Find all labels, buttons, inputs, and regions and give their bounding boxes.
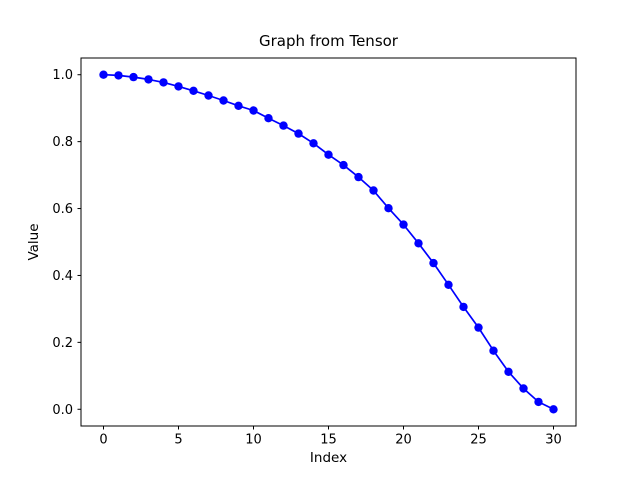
x-tick-label: 15 — [320, 433, 337, 448]
y-axis-label: Value — [26, 223, 42, 260]
data-point-marker — [399, 220, 408, 229]
y-tick-label: 0.6 — [52, 202, 73, 217]
y-axis-ticks — [77, 74, 81, 410]
data-point-marker — [264, 114, 273, 123]
chart-title: Graph from Tensor — [259, 32, 399, 50]
data-point-marker — [459, 302, 468, 312]
data-point-marker — [144, 75, 153, 84]
data-point-marker — [114, 71, 123, 80]
x-tick-label: 10 — [245, 433, 262, 448]
data-series — [99, 70, 558, 414]
x-tick-label: 30 — [545, 433, 562, 448]
data-point-marker — [159, 78, 168, 87]
data-point-marker — [234, 101, 243, 111]
data-point-marker — [534, 397, 543, 407]
data-point-marker — [279, 121, 288, 130]
data-point-marker — [519, 384, 528, 393]
x-tick-label: 20 — [395, 433, 412, 448]
x-axis-label: Index — [310, 450, 347, 466]
data-point-marker — [189, 86, 198, 96]
y-tick-label: 1.0 — [52, 68, 73, 83]
data-point-marker — [444, 280, 453, 289]
y-tick-label: 0.0 — [52, 403, 73, 418]
data-point-marker — [294, 129, 303, 138]
x-tick-label: 5 — [174, 433, 182, 448]
data-point-marker — [309, 139, 318, 148]
series-line — [103, 73, 554, 411]
x-axis-ticks — [103, 426, 554, 430]
data-point-marker — [354, 172, 363, 182]
data-point-marker — [414, 239, 423, 248]
data-point-marker — [99, 70, 108, 79]
data-point-marker — [549, 405, 558, 414]
data-point-marker — [504, 367, 513, 376]
data-point-marker — [384, 204, 393, 213]
data-point-marker — [249, 106, 258, 115]
data-point-marker — [489, 346, 498, 355]
data-point-marker — [219, 96, 228, 105]
y-axis-tick-labels: 0.0 0.2 0.4 0.6 0.8 1.0 — [52, 68, 73, 418]
y-tick-label: 0.2 — [52, 336, 73, 351]
data-point-marker — [369, 186, 378, 195]
data-point-marker — [429, 258, 438, 268]
x-axis-tick-labels: 0 5 10 15 20 25 30 — [99, 433, 561, 448]
data-point-marker — [129, 72, 138, 82]
x-tick-label: 0 — [99, 433, 107, 448]
y-tick-label: 0.8 — [52, 135, 73, 150]
data-point-marker — [324, 150, 333, 159]
data-point-marker — [474, 323, 483, 332]
data-point-marker — [204, 91, 213, 100]
plot-area — [80, 57, 577, 427]
x-tick-label: 25 — [470, 433, 487, 448]
y-tick-label: 0.4 — [52, 269, 73, 284]
data-point-marker — [339, 160, 348, 170]
data-point-marker — [174, 82, 183, 91]
